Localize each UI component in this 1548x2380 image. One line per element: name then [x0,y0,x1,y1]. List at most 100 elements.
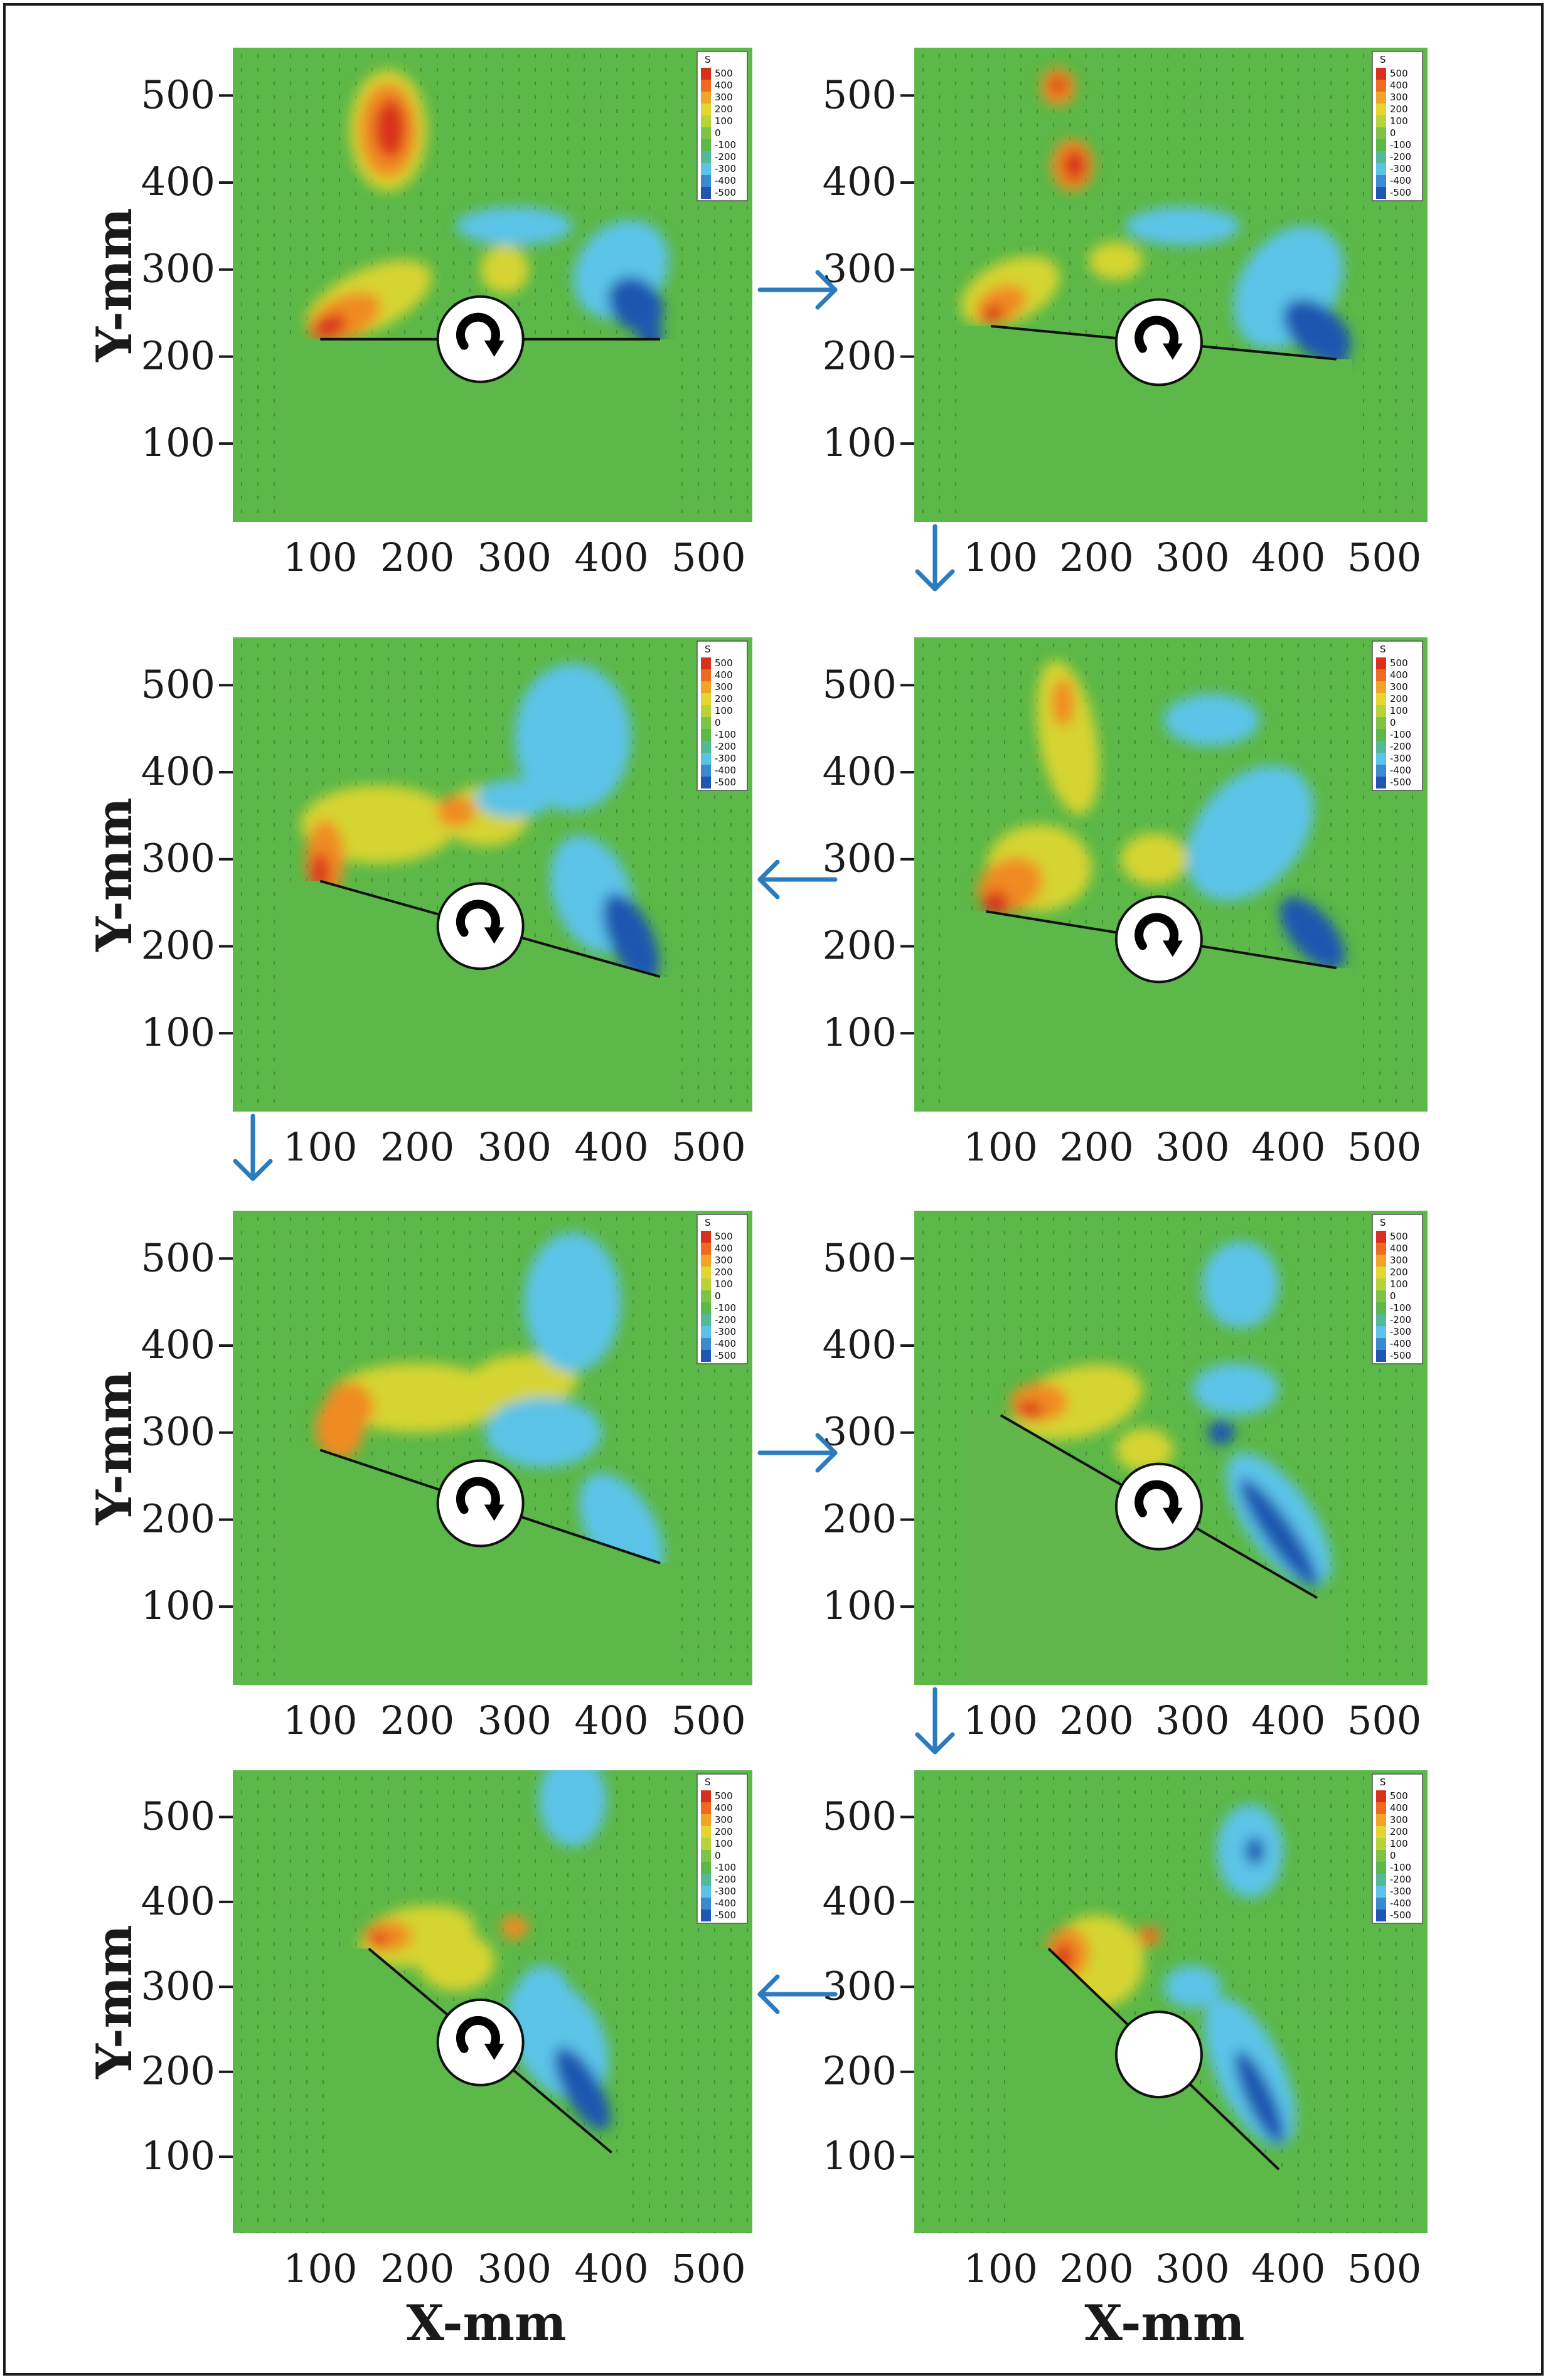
legend-swatch [701,1278,711,1290]
contour-blue [1239,1479,1318,1587]
contour-regions [1010,1241,1332,1587]
contour-blue [608,277,664,332]
legend-swatch [701,1290,711,1302]
legend-swatch [1376,1314,1386,1326]
contour-orange [1051,678,1075,727]
legend-swatch [701,657,711,669]
contour-orange [315,1398,364,1459]
contour-yellow [1120,833,1188,886]
legend-level: 500 [1390,657,1408,669]
x-tick-label: 500 [1347,1124,1421,1170]
legend-level: 500 [1390,1231,1408,1242]
legend-level: 100 [715,115,733,127]
legend-level: 300 [1390,681,1408,693]
contour-blue [1207,1420,1235,1445]
legend-level: -300 [715,1326,736,1337]
y-tick-label: 300 [141,1409,215,1455]
legend-level: 400 [715,1243,733,1254]
y-tick-label: 400 [141,1322,215,1368]
legend-level: -400 [1390,765,1411,776]
legend-swatch [701,681,711,693]
legend-level: -300 [715,163,736,174]
legend-title: S [1380,1217,1386,1228]
contour-cyan [485,1398,602,1468]
x-tick-label: 200 [1059,1697,1133,1743]
legend-swatch [1376,657,1386,669]
clockwise-arrow-icon [456,1477,504,1521]
legend-title: S [705,54,711,65]
legend-swatch [701,777,711,789]
legend-swatch [1376,1802,1386,1814]
legend-swatch [1376,1790,1386,1802]
legend-level: -400 [1390,175,1411,186]
legend-level: 200 [1390,104,1408,115]
legend-title: S [1380,1777,1386,1788]
y-tick-label: 100 [823,420,897,465]
rotation-hub [1114,298,1203,386]
clockwise-arrow-icon [1134,913,1183,957]
rotation-hub [1114,895,1203,984]
legend-level: -400 [715,765,736,776]
masked-region [959,326,1352,522]
x-tick-label: 400 [1251,1697,1325,1743]
x-tick-label: 300 [478,1124,552,1170]
legend-swatch [1376,1874,1386,1886]
contour-regions [306,69,670,351]
y-tick-label: 300 [141,1963,215,2009]
x-tick-label: 200 [380,1697,454,1743]
legend-swatch [1376,92,1386,104]
x-tick-label: 300 [478,534,552,580]
masked-region [289,1450,676,1685]
legend-swatch [701,80,711,92]
y-tick-label: 500 [823,1793,897,1839]
legend-level: -100 [715,139,736,151]
legend-level: -100 [715,729,736,740]
legend-swatch [1376,1243,1386,1255]
legend-swatch [701,741,711,753]
legend-swatch [701,705,711,717]
y-tick-label: 200 [141,1495,215,1541]
legend-level: -100 [715,1302,736,1314]
arrow-down-icon [915,1687,955,1755]
y-tick-label: 500 [823,1235,897,1280]
legend-swatch [1376,729,1386,741]
x-tick-label: 500 [671,534,745,580]
contour-red [1050,76,1066,94]
legend-swatch [1376,104,1386,115]
legend-level: 0 [1390,1850,1396,1861]
arrow-down-icon [915,524,955,592]
legend-swatch [701,1790,711,1802]
legend-level: -500 [1390,187,1411,198]
y-tick-label: 100 [141,420,215,465]
legend-swatch [701,1338,711,1350]
masked-region [969,1415,1333,1685]
contour-orange [501,1915,528,1940]
x-tick-label: 200 [380,1124,454,1170]
legend-level: -100 [1390,139,1411,151]
legend-level: 100 [1390,705,1408,716]
legend-level: -500 [715,1910,736,1921]
y-tick-label: 200 [823,2048,897,2094]
legend-level: -500 [715,187,736,198]
x-tick-label: 500 [671,2246,745,2292]
arrow-left-icon [757,859,838,900]
contour-cyan [1125,206,1241,245]
y-tick-label: 200 [141,922,215,968]
rotation-hub [436,295,525,383]
legend-swatch [1376,1302,1386,1314]
x-tick-label: 400 [1251,534,1325,580]
legend-swatch [701,765,711,777]
legend-swatch [1376,1826,1386,1838]
x-tick-label: 500 [671,1697,745,1743]
legend-level: 0 [1390,1290,1396,1302]
y-tick-label: 500 [141,1793,215,1839]
contour-cyan [524,1232,622,1372]
heatmap-panel-8: S5004003002001000-100-200-300-400-500100… [823,1770,1428,2352]
y-tick-label: 100 [141,1009,215,1055]
contour-cyan [1186,765,1314,901]
legend-swatch [701,1874,711,1886]
